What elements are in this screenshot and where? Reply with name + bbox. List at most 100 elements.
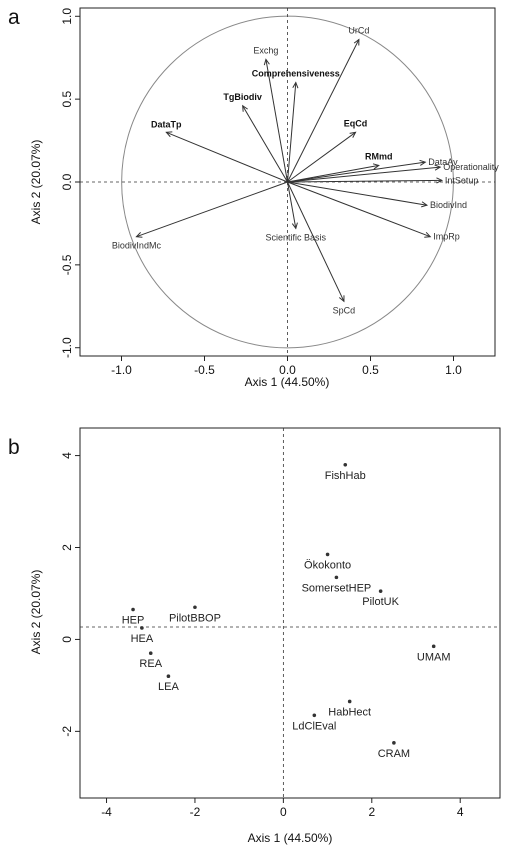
panel-b-y-ticks: -2 0 2 4	[60, 452, 80, 737]
vector-head-spcd	[338, 295, 345, 303]
vector-label-exchg: Exchg	[253, 45, 278, 55]
vector-biodivindmc	[136, 181, 288, 238]
point-label-hea: HEA	[131, 633, 154, 645]
vector-label-datatp: DataTp	[151, 119, 182, 129]
vector-head-biodivind	[421, 201, 429, 208]
a-y-tick-label: 1.0	[60, 8, 74, 25]
b-y-tick-label: 4	[60, 452, 74, 459]
point-label-habhect: HabHect	[328, 706, 371, 718]
vector-imprp	[287, 181, 431, 238]
point-pilotbbop	[193, 605, 197, 610]
panel-b-points: FishHab Ökokonto SomersetHEP PilotUK HEP Pilo…	[122, 462, 451, 760]
vector-head-intsetup	[436, 177, 444, 184]
vector-head-operationality	[434, 164, 442, 171]
panel-a-letter: a	[8, 6, 20, 29]
vector-head-comprehensiveness	[292, 81, 299, 89]
vector-head-biodivindmc	[135, 232, 143, 238]
vector-intsetup	[287, 179, 442, 183]
vector-label-tgbiodiv: TgBiodiv	[223, 92, 262, 102]
vector-urcd	[287, 39, 360, 183]
vector-label-biodivindmc: BiodivIndMc	[112, 241, 162, 251]
point-label-ldcleval: LdClEval	[292, 720, 336, 732]
vector-label-comprehensiveness: Comprehensiveness	[252, 69, 340, 79]
b-x-tick-label: 4	[457, 805, 464, 819]
point-label-rea: REA	[139, 658, 162, 670]
vector-label-biodivind: BiodivInd	[430, 200, 467, 210]
vector-label-operationality: Operationality	[443, 162, 499, 172]
point-label-pilotbbop: PilotBBOP	[169, 612, 221, 624]
panel-b-frame	[79, 427, 501, 799]
vector-head-scientific-basis	[291, 222, 298, 230]
a-y-tick-label: 0.5	[60, 90, 74, 107]
a-x-tick-label: 0.0	[279, 363, 296, 377]
vector-head-tgbiodiv	[242, 104, 248, 112]
point-umam	[431, 644, 436, 649]
vector-head-urcd	[353, 38, 360, 46]
vector-rmmd	[287, 164, 379, 183]
vector-head-dataav	[419, 159, 427, 166]
a-y-tick-label: -1.0	[60, 337, 74, 358]
vector-operationality	[287, 166, 441, 183]
point-label-kokonto: Ökokonto	[304, 559, 351, 571]
point-label-somersethep: SomersetHEP	[302, 582, 372, 594]
panel-b-x-ticks: -4 -2 0 2 4	[101, 798, 464, 819]
vector-comprehensiveness	[287, 82, 297, 183]
panel-a-vectors: Exchg UrCd Comprehensiveness TgBiodiv DataTp…	[112, 25, 499, 315]
panel-b-letter: b	[8, 436, 20, 459]
vector-biodivind	[287, 181, 428, 206]
b-x-tick-label: -4	[101, 805, 112, 819]
vector-datatp	[166, 131, 288, 183]
a-x-tick-label: 0.5	[362, 363, 379, 377]
point-label-fishhab: FishHab	[325, 470, 366, 482]
vector-label-intsetup: IntSetup	[445, 175, 479, 185]
panel-b-y-label: Axis 2 (20.07%)	[29, 570, 43, 655]
point-rea	[148, 651, 153, 656]
panel-a-x-ticks: -1.0 -0.5 0.0 0.5 1.0	[111, 356, 462, 377]
b-y-tick-label: -2	[60, 726, 74, 737]
vector-exchg	[265, 59, 288, 183]
vector-head-rmmd	[372, 163, 380, 170]
a-y-tick-label: 0.0	[60, 173, 74, 190]
vector-dataav	[287, 161, 426, 183]
vector-tgbiodiv	[242, 105, 288, 183]
vector-head-imprp	[424, 231, 432, 238]
vector-label-spcd: SpCd	[333, 305, 356, 315]
point-fishhab	[343, 462, 348, 467]
point-label-umam: UMAM	[417, 651, 451, 663]
point-label-hep: HEP	[122, 615, 145, 627]
vector-spcd	[287, 181, 345, 302]
panel-a-y-label: Axis 2 (20.07%)	[29, 140, 43, 225]
panel-a-x-label: Axis 1 (44.50%)	[245, 375, 330, 389]
b-y-tick-label: 0	[60, 636, 74, 643]
vector-label-scientific-basis: Scientific Basis	[266, 232, 327, 242]
vector-label-eqcd: EqCd	[344, 118, 368, 128]
panel-b-x-label: Axis 1 (44.50%)	[248, 831, 333, 845]
vector-eqcd	[287, 131, 356, 183]
point-hea	[140, 626, 144, 630]
b-x-tick-label: -2	[190, 805, 201, 819]
vector-label-urcd: UrCd	[348, 25, 369, 35]
a-y-tick-label: -0.5	[60, 254, 74, 275]
point-habhect	[347, 699, 352, 704]
a-x-tick-label: -0.5	[194, 363, 215, 377]
a-x-tick-label: 1.0	[445, 363, 462, 377]
a-x-tick-label: -1.0	[111, 363, 132, 377]
vector-scientific-basis	[287, 181, 297, 229]
panel-a: a Exchg UrCd Comprehensiveness TgBiodiv Data…	[8, 6, 499, 389]
b-x-tick-label: 0	[280, 805, 287, 819]
vector-head-eqcd	[349, 131, 357, 138]
panel-a-y-ticks: -1.0 -0.5 0.0 0.5 1.0	[60, 8, 80, 358]
point-cram	[392, 741, 396, 745]
b-x-tick-label: 2	[368, 805, 375, 819]
vector-head-datatp	[165, 131, 173, 138]
point-label-pilotuk: PilotUK	[362, 596, 399, 608]
vector-label-rmmd: RMmd	[365, 151, 393, 161]
panel-b: b FishHab Ökokonto SomersetHEP PilotUK HEP Pi…	[8, 427, 501, 845]
point-label-cram: CRAM	[378, 748, 410, 760]
vector-label-dataav: DataAv	[428, 157, 458, 167]
vector-label-imprp: ImpRp	[433, 232, 460, 242]
point-label-lea: LEA	[158, 681, 179, 693]
point-hep	[131, 607, 135, 612]
point-somersethep	[334, 575, 339, 580]
